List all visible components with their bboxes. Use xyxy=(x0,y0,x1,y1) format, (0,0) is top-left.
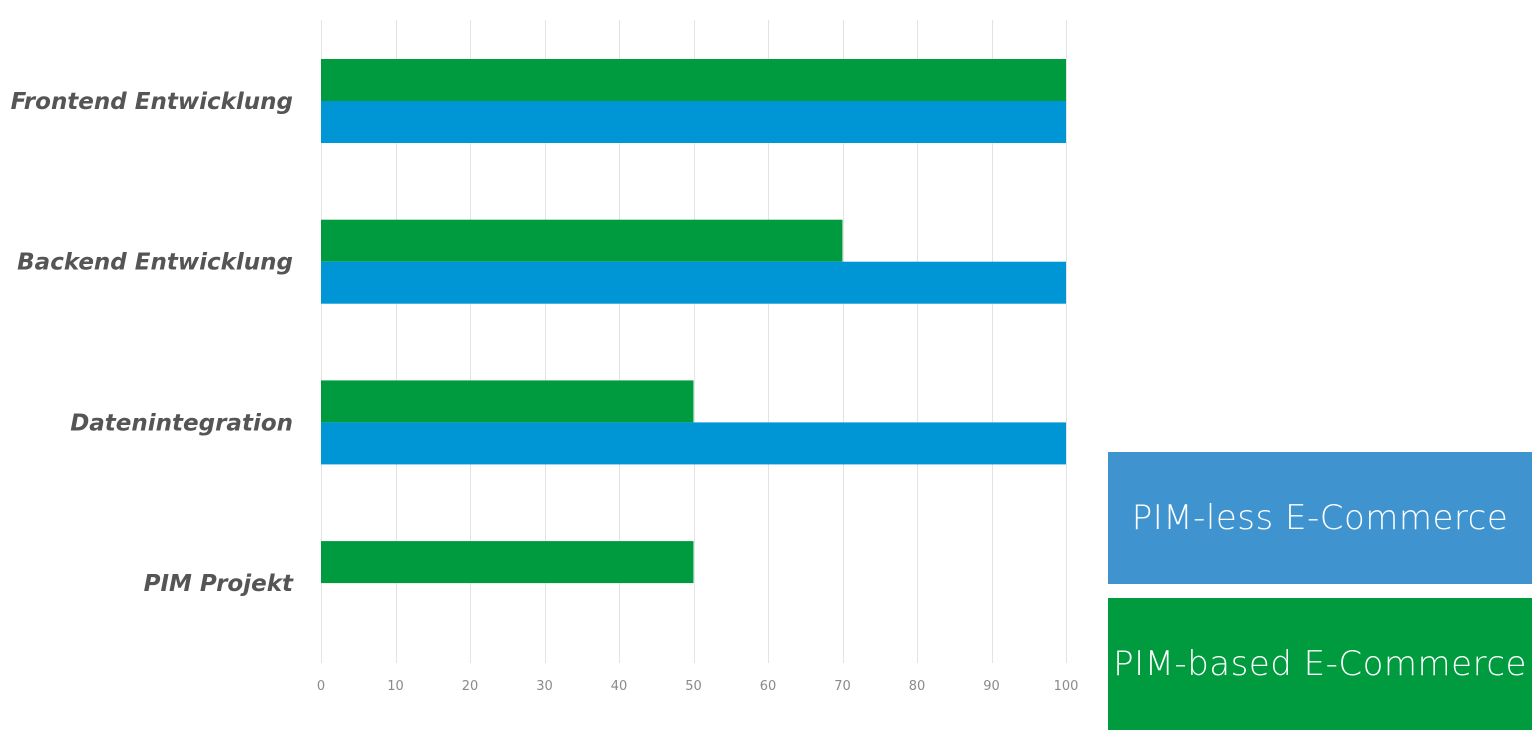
legend-label-pim-based: PIM-based E-Commerce xyxy=(1113,644,1527,684)
x-tick-label-30: 30 xyxy=(536,679,553,694)
x-axis-tick-labels: 0 10 20 30 40 50 60 70 80 90 100 xyxy=(317,679,1079,694)
bar-pim-less-1 xyxy=(321,261,1066,304)
bar-pim-less-0 xyxy=(321,101,1066,143)
x-tick-label-80: 80 xyxy=(909,679,926,694)
bar-chart: Frontend Entwicklung Backend Entwicklung D… xyxy=(11,20,1079,694)
x-tick-label-0: 0 xyxy=(317,679,325,694)
x-tick-label-40: 40 xyxy=(611,679,628,694)
bar-pim-based-3 xyxy=(321,541,694,584)
bars xyxy=(321,59,1066,584)
x-tick-label-10: 10 xyxy=(387,679,404,694)
legend-item-pim-based: PIM-based E-Commerce xyxy=(1108,598,1532,730)
legend-item-pim-less: PIM-less E-Commerce xyxy=(1108,452,1532,584)
x-tick-label-70: 70 xyxy=(834,679,851,694)
x-tick-label-100: 100 xyxy=(1054,679,1079,694)
category-label-1: Backend Entwicklung xyxy=(17,250,293,276)
category-label-2: Datenintegration xyxy=(70,410,293,436)
category-label-3: PIM Projekt xyxy=(144,571,294,597)
legend-label-pim-less: PIM-less E-Commerce xyxy=(1131,498,1509,538)
bar-pim-less-2 xyxy=(321,422,1066,465)
category-label-0: Frontend Entwicklung xyxy=(11,89,293,115)
x-tick-label-60: 60 xyxy=(760,679,777,694)
category-labels: Frontend Entwicklung Backend Entwicklung D… xyxy=(11,89,294,597)
x-tick-label-50: 50 xyxy=(685,679,702,694)
bar-pim-based-1 xyxy=(321,219,843,262)
bar-pim-based-2 xyxy=(321,380,694,423)
bar-pim-based-0 xyxy=(321,59,1066,101)
x-tick-label-90: 90 xyxy=(983,679,1000,694)
x-tick-label-20: 20 xyxy=(462,679,479,694)
